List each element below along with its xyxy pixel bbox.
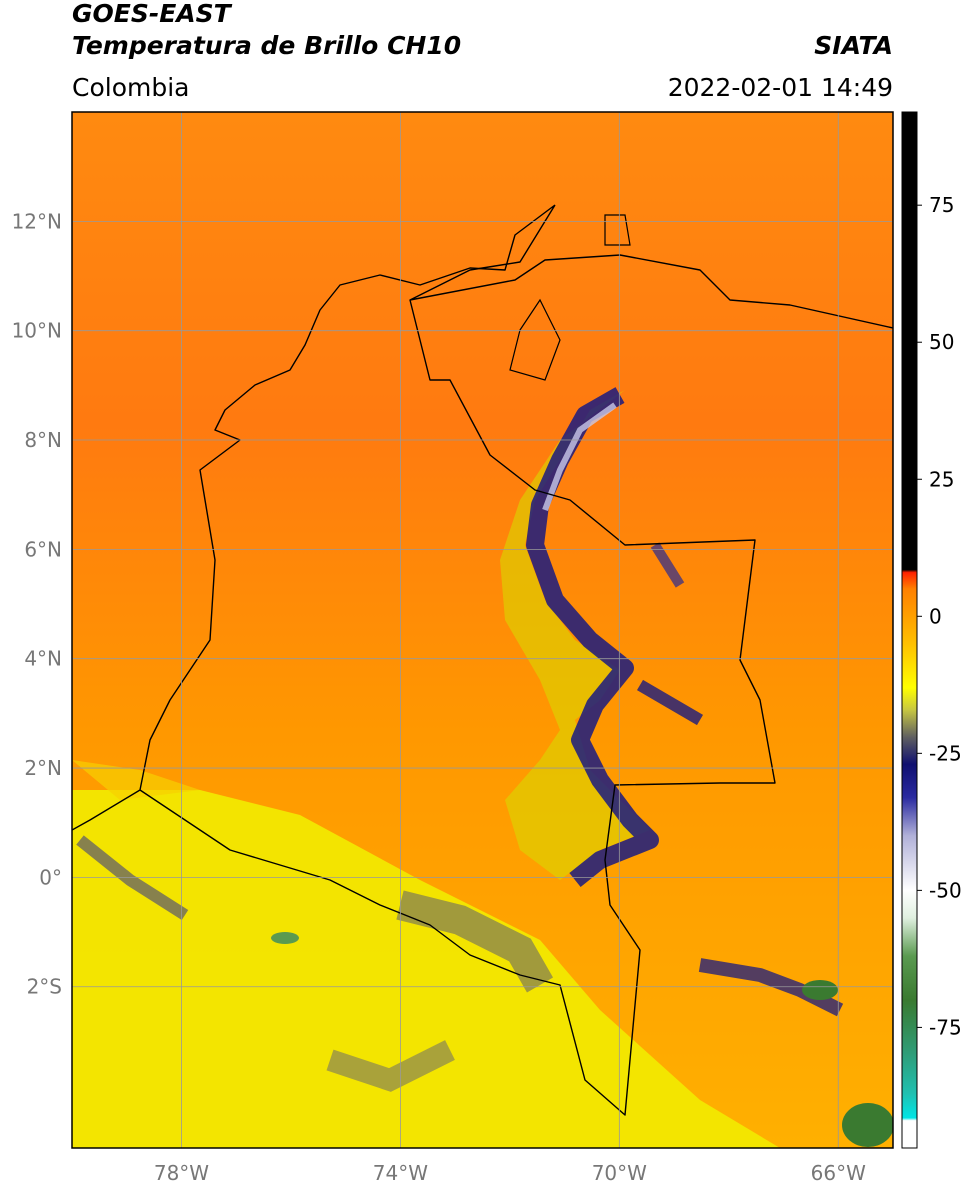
graticule bbox=[72, 112, 893, 1148]
datetime: 2022-02-01 14:49 bbox=[668, 73, 893, 102]
y-tick-label: 10°N bbox=[12, 319, 62, 343]
y-tick-label: 2°N bbox=[24, 756, 62, 780]
map-frame bbox=[71, 111, 894, 1149]
colorbar bbox=[901, 111, 918, 1149]
y-tick-label: 8°N bbox=[24, 428, 62, 452]
region: Colombia bbox=[72, 73, 189, 102]
y-tick-label: 0° bbox=[39, 865, 62, 889]
y-tick-label: 6°N bbox=[24, 537, 62, 561]
x-tick-label: 66°W bbox=[811, 1161, 866, 1185]
y-tick-label: 4°N bbox=[24, 647, 62, 671]
title: GOES-EAST bbox=[72, 0, 233, 28]
source: SIATA bbox=[814, 31, 893, 60]
colorbar-tick-label: 75 bbox=[929, 193, 954, 217]
map-image bbox=[72, 112, 893, 1148]
x-tick-label: 78°W bbox=[154, 1161, 209, 1185]
subtitle: Temperatura de Brillo CH10 bbox=[72, 31, 461, 60]
colorbar-tick-label: 50 bbox=[929, 330, 954, 354]
x-tick-label: 74°W bbox=[373, 1161, 428, 1185]
colorbar-tick-label: -50 bbox=[929, 878, 962, 902]
y-tick-label: 12°N bbox=[12, 209, 62, 233]
colorbar-tick-label: 25 bbox=[929, 467, 954, 491]
y-tick-label: 2°S bbox=[27, 975, 62, 999]
x-tick-label: 70°W bbox=[592, 1161, 647, 1185]
colorbar-tick-label: 0 bbox=[929, 604, 942, 628]
colorbar-tick-label: -75 bbox=[929, 1015, 962, 1039]
colorbar-tick-label: -25 bbox=[929, 741, 962, 765]
